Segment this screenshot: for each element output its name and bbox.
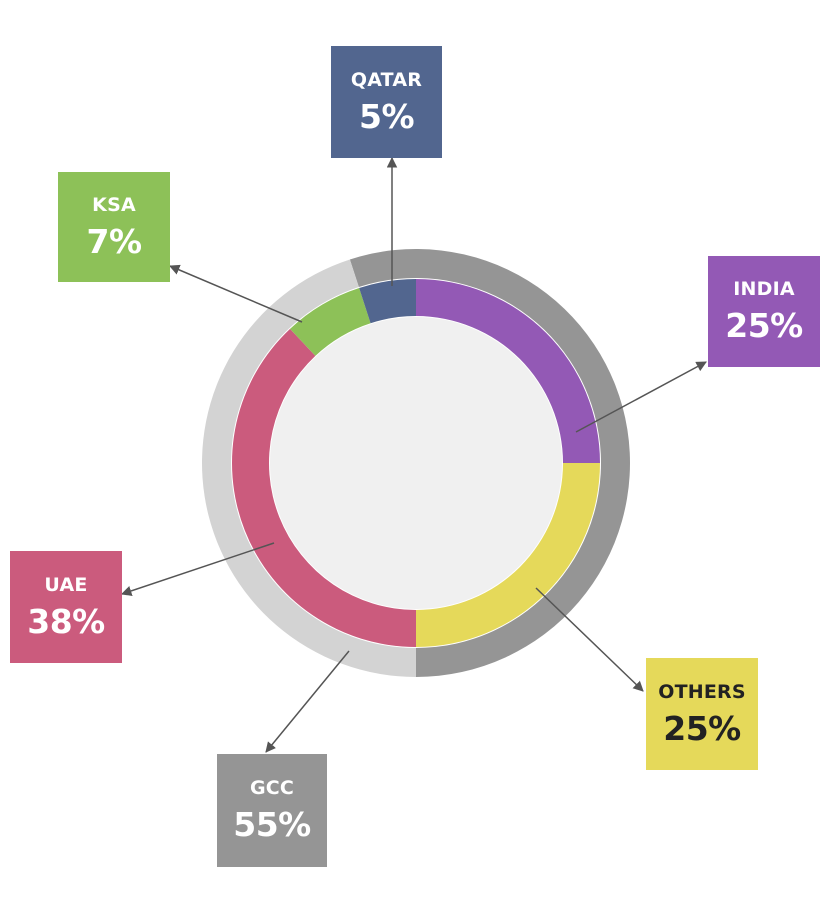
outer-ring [202,248,631,677]
label-gcc-name: GCC [249,777,295,799]
center-disc [270,317,562,609]
label-qatar-name: QATAR [350,68,423,91]
inner-ring-slice-ksa [290,288,371,356]
label-gcc-value: 55% [233,805,311,844]
inner-ring-slice-qatar [359,279,416,324]
label-ksa-name: KSA [92,193,136,216]
leader-lines [121,156,707,753]
leader-line-gcc [265,650,350,753]
inner-ring-slice-uae [231,328,416,647]
label-others-value: 25% [663,708,741,748]
leader-line-uae [121,542,275,596]
leader-line-ksa [169,264,303,323]
label-others-name: OTHERS [658,680,746,703]
outer-ring-slice-rest [202,259,416,677]
label-gcc: GCC 55% [217,754,327,867]
label-india-value: 25% [725,306,803,345]
inner-ring-slice-others [416,463,600,647]
label-uae-value: 38% [27,601,105,641]
label-ksa-value: 7% [86,221,142,261]
label-uae-name: UAE [44,573,88,596]
inner-ring-slice-india [416,279,600,463]
label-ksa: KSA 7% [58,172,170,282]
label-others: OTHERS 25% [646,658,758,770]
label-india: INDIA 25% [708,256,820,367]
label-qatar-value: 5% [358,96,415,136]
label-india-name: INDIA [733,278,795,300]
leader-line-others [535,587,644,692]
leader-line-india [575,361,707,433]
inner-ring [231,279,600,647]
label-qatar: QATAR 5% [331,46,442,158]
label-uae: UAE 38% [10,551,122,663]
